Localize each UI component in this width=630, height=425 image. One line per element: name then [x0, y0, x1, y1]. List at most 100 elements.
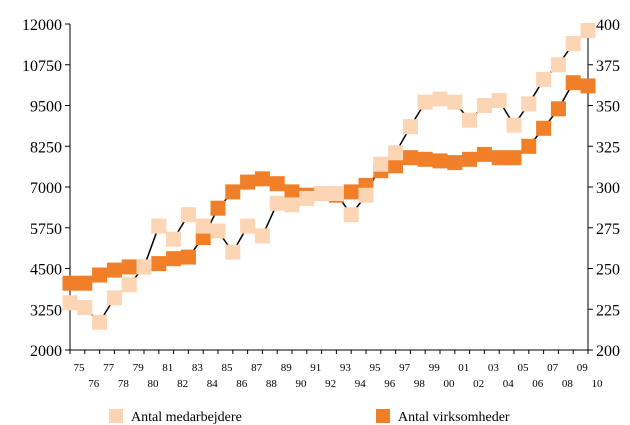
x-tick-label: 81 — [162, 362, 173, 374]
series-0-marker — [254, 228, 270, 244]
x-tick-label: 80 — [148, 378, 160, 390]
legend-swatch-antal-virksomheder — [376, 409, 390, 423]
right-tick-label: 200 — [596, 343, 620, 360]
x-tick-label: 01 — [458, 362, 469, 374]
right-tick-label: 225 — [596, 302, 620, 319]
series-0-marker — [328, 186, 344, 201]
left-tick-label: 9500 — [30, 99, 62, 116]
series-0-marker — [121, 277, 137, 293]
series-1-marker — [491, 150, 507, 166]
x-tick-label: 02 — [473, 378, 484, 390]
series-0-marker — [106, 290, 122, 306]
series-0-marker — [536, 71, 552, 87]
x-tick-label: 84 — [207, 378, 219, 390]
x-tick-label: 05 — [518, 362, 530, 374]
series-1-marker — [240, 174, 256, 190]
series-0-marker — [166, 231, 182, 247]
x-tick-label: 10 — [592, 378, 604, 390]
series-0-marker — [62, 295, 78, 311]
x-tick-label: 06 — [532, 378, 544, 390]
series-1-marker — [284, 184, 300, 200]
series-1-marker — [580, 78, 596, 94]
series-1-marker — [536, 120, 552, 136]
series-0-marker — [195, 218, 211, 234]
series-1-marker — [432, 153, 448, 169]
series-lines — [69, 29, 589, 324]
right-axis-ticks: 400 375 350 325 300 275 250 225 200 — [588, 17, 620, 360]
series-1-marker — [210, 200, 226, 216]
legend-swatch-antal-medarbejdere — [109, 409, 123, 423]
x-tick-label: 77 — [103, 362, 115, 374]
series-0-marker — [284, 197, 300, 213]
series-1-marker — [166, 251, 182, 267]
legend: Antal medarbejdere Antal virksomheder — [109, 409, 510, 425]
right-tick-label: 275 — [596, 221, 620, 238]
x-tick-label: 86 — [236, 378, 248, 390]
series-0-marker — [521, 96, 537, 112]
x-tick-label: 93 — [340, 362, 352, 374]
series-1-marker — [506, 150, 522, 166]
series-0-marker — [180, 207, 196, 223]
x-tick-label: 89 — [281, 362, 293, 374]
series-1-marker — [343, 184, 359, 200]
left-tick-label: 8250 — [30, 139, 62, 156]
series-0-marker — [269, 195, 285, 211]
right-tick-label: 400 — [596, 17, 620, 34]
legend-label-antal-virksomheder: Antal virksomheder — [398, 410, 510, 425]
left-tick-label: 5750 — [30, 221, 62, 238]
series-0-marker — [506, 117, 522, 133]
x-tick-label: 87 — [251, 362, 263, 374]
x-tick-label: 91 — [310, 362, 321, 374]
series-markers — [62, 23, 596, 330]
series-1-marker — [195, 230, 211, 245]
series-0-marker — [299, 190, 315, 206]
series-0-marker — [550, 57, 566, 73]
series-1-marker — [388, 158, 404, 174]
series-0-marker — [210, 223, 226, 239]
legend-label-antal-medarbejdere: Antal medarbejdere — [131, 410, 242, 425]
series-line-1 — [70, 81, 589, 284]
right-tick-label: 325 — [596, 139, 620, 156]
series-0-marker — [565, 36, 581, 52]
series-1-marker — [92, 267, 108, 283]
series-1-marker — [151, 256, 167, 272]
series-1-marker — [269, 176, 285, 192]
right-tick-label: 350 — [596, 99, 620, 116]
series-1-marker — [521, 138, 537, 154]
series-0-marker — [417, 94, 433, 110]
left-tick-label: 10750 — [22, 58, 62, 75]
series-0-marker — [373, 156, 389, 172]
x-tick-label: 90 — [296, 378, 308, 390]
series-line-0 — [69, 29, 589, 324]
right-tick-label: 300 — [596, 180, 620, 197]
x-tick-label: 79 — [133, 362, 145, 374]
x-tick-label: 08 — [562, 378, 574, 390]
series-1-marker — [417, 151, 433, 167]
x-tick-label: 00 — [444, 378, 456, 390]
left-tick-label: 12000 — [22, 17, 62, 34]
left-tick-label: 2000 — [30, 343, 62, 360]
right-tick-label: 375 — [596, 58, 620, 75]
series-1-marker — [462, 151, 478, 167]
x-tick-label: 94 — [355, 378, 367, 390]
x-tick-label: 75 — [74, 362, 86, 374]
series-1-marker — [121, 259, 137, 275]
series-0-marker — [225, 244, 241, 260]
series-0-marker — [388, 145, 404, 161]
series-0-marker — [151, 218, 167, 234]
series-0-marker — [343, 207, 359, 223]
series-1-marker — [254, 171, 270, 187]
series-1-marker — [62, 275, 78, 291]
x-tick-label: 04 — [503, 378, 515, 390]
series-1-marker — [565, 75, 581, 91]
series-1-marker — [550, 101, 566, 117]
series-0-marker — [77, 300, 93, 316]
series-1-marker — [476, 146, 492, 162]
left-axis-ticks: 12000 10750 9500 8250 7000 5750 4500 3250 2000 — [22, 17, 70, 360]
series-0-marker — [358, 187, 374, 203]
right-tick-label: 250 — [596, 262, 620, 279]
series-0-marker — [447, 94, 463, 110]
x-tick-label: 97 — [399, 362, 411, 374]
